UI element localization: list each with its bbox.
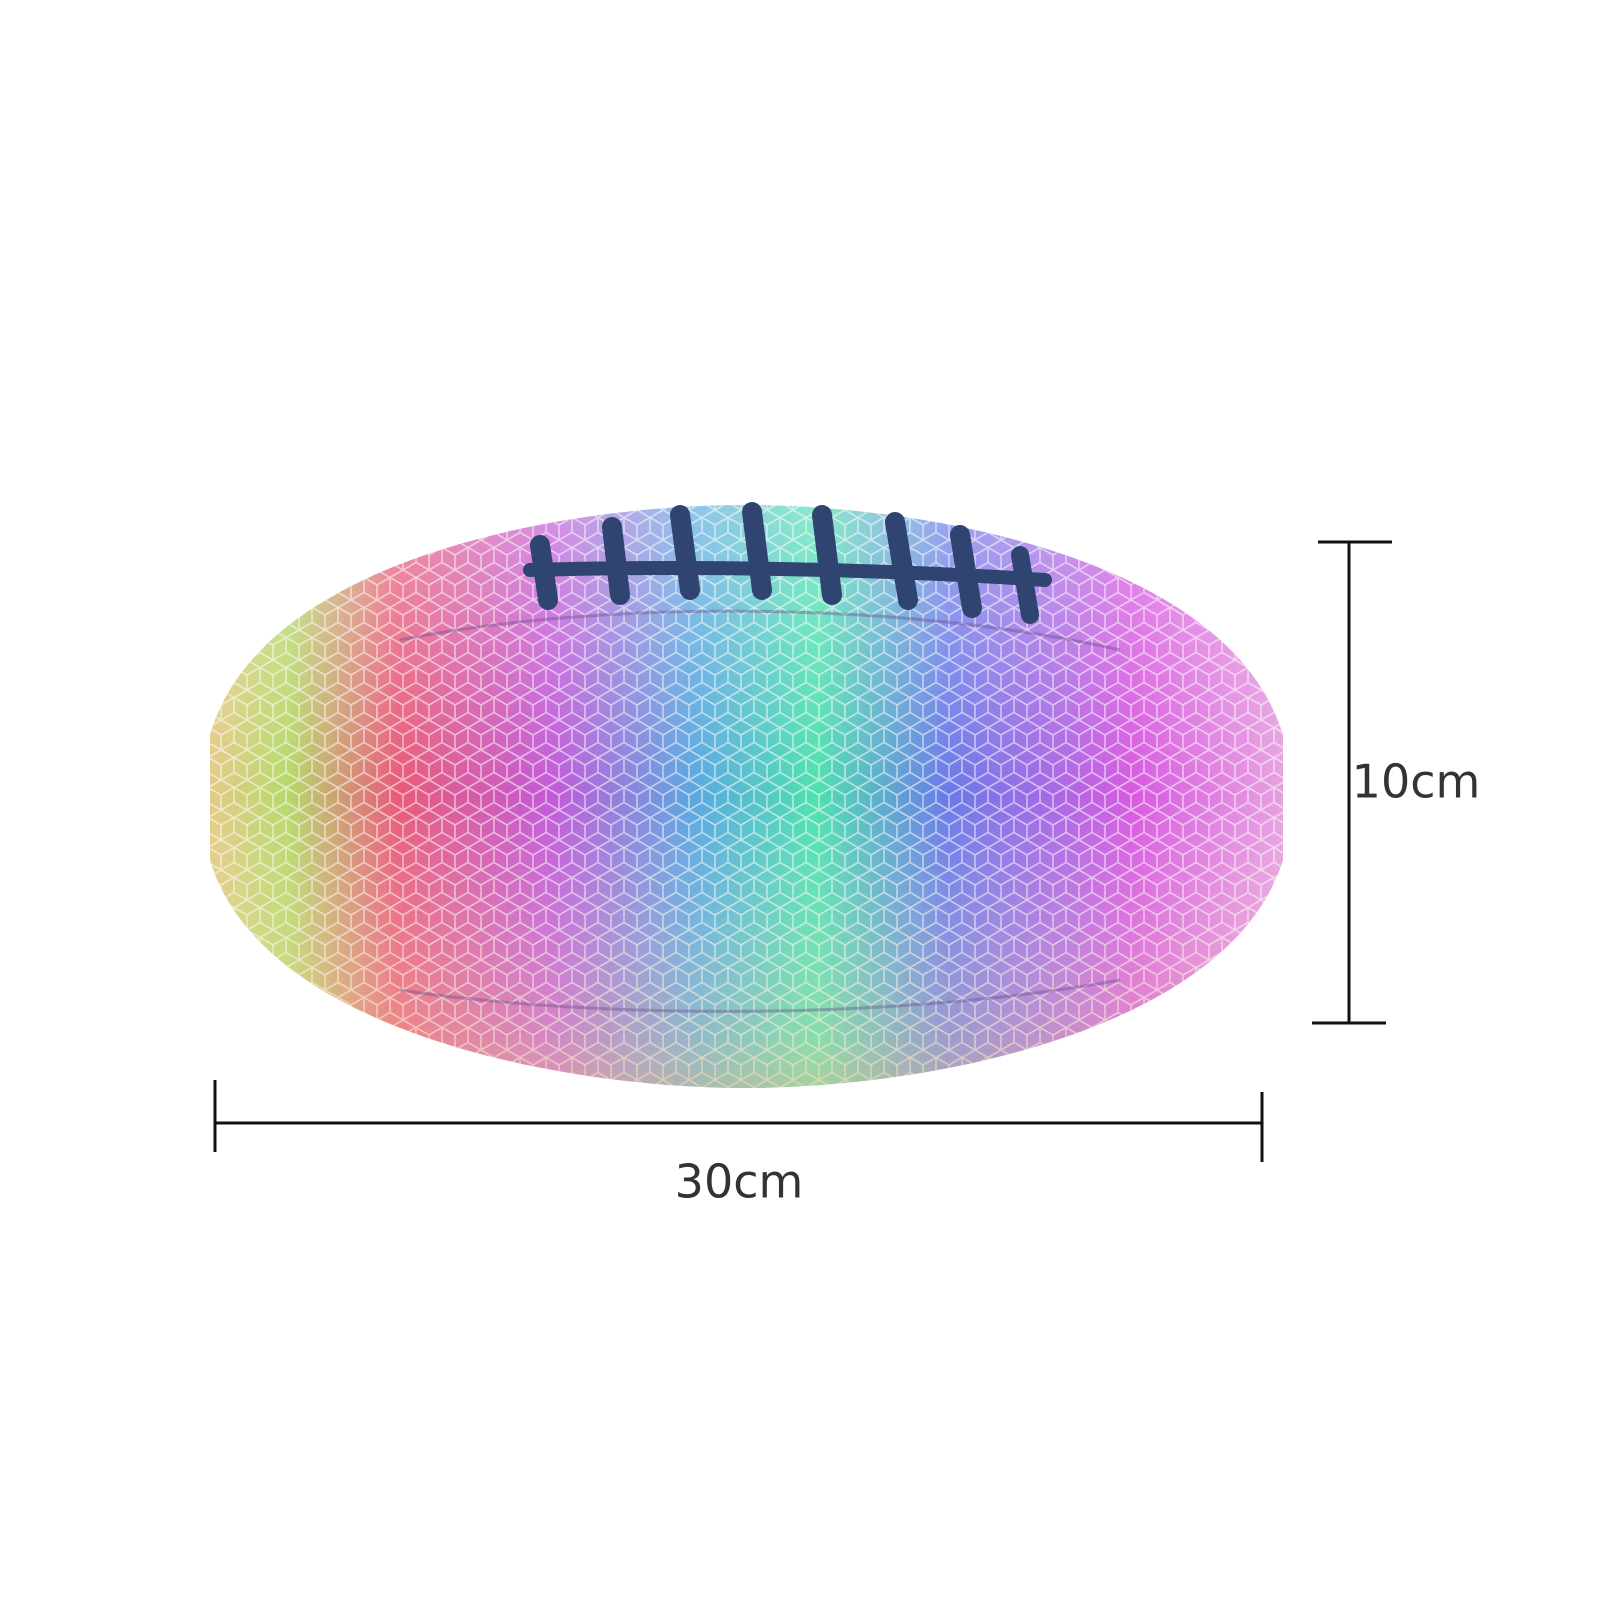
height-label: 10cm — [1352, 755, 1481, 809]
width-label: 30cm — [675, 1155, 804, 1209]
football — [210, 505, 1283, 1088]
height-dimension: 10cm — [1312, 540, 1481, 1025]
laces — [523, 502, 1052, 624]
width-dimension: 30cm — [213, 1080, 1264, 1209]
